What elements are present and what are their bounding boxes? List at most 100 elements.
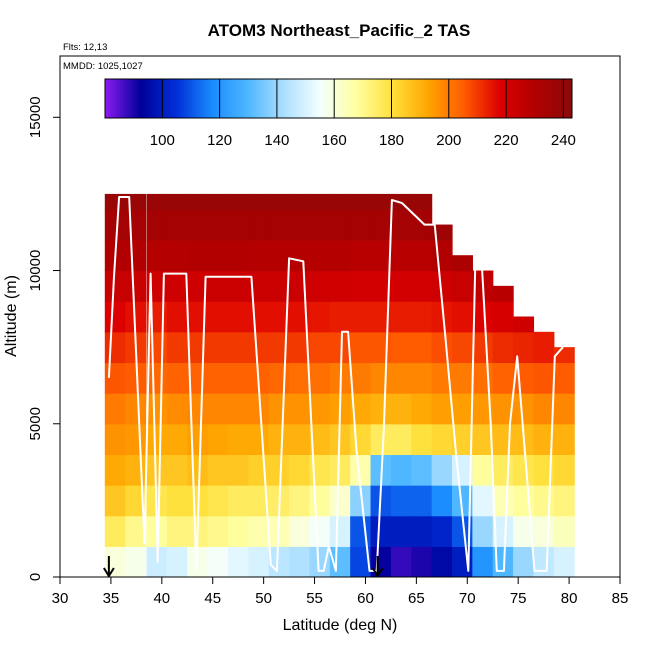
curtain-cell: [207, 393, 229, 425]
curtain-cell: [228, 301, 249, 333]
curtain-cell: [289, 515, 311, 547]
curtain-cell: [125, 485, 147, 517]
x-tick-label: 60: [357, 590, 374, 607]
curtain-cell: [513, 485, 535, 517]
curtain-cell: [370, 546, 392, 577]
curtain-cell: [411, 270, 433, 302]
curtain-cell: [309, 546, 331, 577]
curtain-cell: [228, 454, 249, 486]
curtain-cell: [166, 515, 188, 547]
colorbar-tick-label: 180: [379, 132, 404, 149]
curtain-cell: [268, 393, 290, 425]
curtain-cell: [166, 423, 188, 456]
curtain-cell: [452, 515, 473, 547]
curtain-cell: [431, 546, 453, 577]
colorbar-bar: [104, 78, 573, 119]
colorbar: 100 120 140 160 180 200 220 240: [104, 78, 576, 149]
curtain-cell: [350, 331, 372, 364]
curtain-cell: [350, 270, 372, 302]
curtain-cell: [228, 515, 249, 547]
curtain-cell: [411, 485, 433, 517]
curtain-cell: [125, 270, 147, 302]
curtain-cell: [309, 485, 331, 517]
curtain-cell: [207, 454, 229, 486]
curtain-cell: [104, 331, 126, 364]
curtain-cell: [329, 454, 351, 486]
curtain-cell: [329, 193, 351, 210]
curtain-cell: [370, 515, 392, 547]
curtain-cell: [309, 193, 331, 210]
curtain-cell: [289, 423, 311, 456]
curtain-cell: [268, 546, 290, 577]
curtain-cell: [411, 393, 433, 425]
curtain-cell: [268, 209, 290, 241]
down-arrow-icon: [371, 567, 384, 578]
curtain-cell: [390, 270, 412, 302]
curtain-cell: [146, 423, 168, 456]
curtain-cell: [228, 239, 249, 272]
curtain-cell: [309, 301, 331, 333]
curtain-cell: [533, 485, 555, 517]
curtain-cell: [553, 393, 575, 425]
curtain-cell: [452, 301, 473, 333]
curtain-cell: [104, 546, 126, 577]
curtain-cell: [513, 316, 535, 333]
curtain-cell: [125, 362, 147, 394]
curtain-cell: [431, 454, 453, 486]
curtain-cell: [187, 393, 209, 425]
colorbar-tick-label: 220: [494, 132, 519, 149]
curtain-cell: [472, 515, 494, 547]
curtain-cell: [309, 239, 331, 272]
curtain-cell: [104, 270, 126, 302]
curtain-cell: [248, 193, 270, 210]
curtain-cell: [207, 331, 229, 364]
curtain-cell: [187, 301, 209, 333]
curtain-cell: [452, 270, 473, 302]
curtain-cell: [104, 393, 126, 425]
curtain-cell: [248, 209, 270, 241]
curtain-cell: [350, 209, 372, 241]
curtain-cell: [370, 393, 392, 425]
curtain-cell: [187, 270, 209, 302]
curtain-cell: [228, 546, 249, 577]
curtain-cell: [248, 331, 270, 364]
curtain-cell: [248, 515, 270, 547]
curtain-cell: [268, 239, 290, 272]
curtain-cell: [146, 209, 168, 241]
curtain-cell: [431, 485, 453, 517]
dates-annotation: MMDD: 1025,1027: [63, 61, 143, 72]
curtain-cell: [472, 454, 494, 486]
curtain-cell: [411, 423, 433, 456]
colorbar-tick-label: 200: [436, 132, 461, 149]
x-tick-label: 50: [255, 590, 272, 607]
curtain-cell: [533, 362, 555, 394]
curtain-cell: [431, 239, 453, 272]
curtain-cell: [289, 546, 311, 577]
curtain-cell: [207, 546, 229, 577]
x-tick-label: 35: [103, 590, 120, 607]
curtain-cell: [472, 485, 494, 517]
curtain-cell: [309, 270, 331, 302]
curtain-cell: [146, 393, 168, 425]
curtain-cell: [248, 454, 270, 486]
curtain-cell: [166, 454, 188, 486]
curtain-cell: [350, 546, 372, 577]
curtain-cell: [289, 209, 311, 241]
curtain-cell: [207, 423, 229, 456]
chart-title: ATOM3 Northeast_Pacific_2 TAS: [208, 21, 471, 40]
curtain-cell: [350, 393, 372, 425]
curtain-cell: [104, 301, 126, 333]
curtain-cell: [390, 331, 412, 364]
curtain-cell: [390, 301, 412, 333]
curtain-cell: [390, 393, 412, 425]
curtain-cell: [228, 423, 249, 456]
curtain-cell: [268, 423, 290, 456]
curtain-cell: [370, 193, 392, 210]
curtain-cell: [309, 209, 331, 241]
curtain-cell: [104, 515, 126, 547]
curtain-cell: [329, 239, 351, 272]
curtain-cell: [207, 209, 229, 241]
curtain-cell: [166, 193, 188, 210]
curtain-cell: [166, 331, 188, 364]
